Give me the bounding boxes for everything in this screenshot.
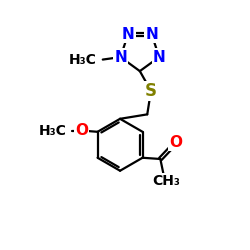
Text: N: N (145, 27, 158, 42)
Text: N: N (153, 50, 166, 64)
Text: O: O (170, 135, 183, 150)
Text: O: O (75, 123, 88, 138)
Text: CH₃: CH₃ (152, 174, 180, 188)
Text: H₃C: H₃C (69, 52, 97, 66)
Text: S: S (145, 82, 157, 100)
Text: N: N (122, 27, 134, 42)
Text: N: N (114, 50, 127, 64)
Text: H₃C: H₃C (38, 124, 66, 138)
